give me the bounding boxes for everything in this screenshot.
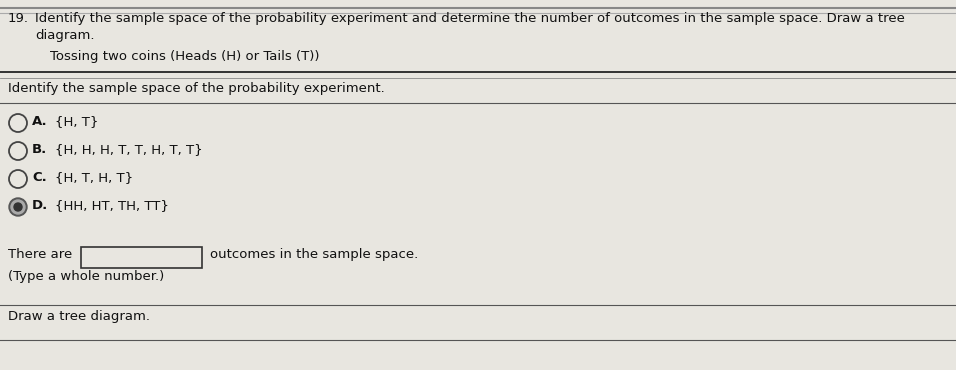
Text: {H, T}: {H, T}	[55, 115, 98, 128]
Text: outcomes in the sample space.: outcomes in the sample space.	[210, 248, 418, 261]
Text: {HH, HT, TH, TT}: {HH, HT, TH, TT}	[55, 199, 169, 212]
Text: {H, T, H, T}: {H, T, H, T}	[55, 171, 133, 184]
FancyBboxPatch shape	[81, 246, 203, 268]
Text: {H, H, H, T, T, H, T, T}: {H, H, H, T, T, H, T, T}	[55, 143, 203, 156]
Text: A.: A.	[32, 115, 48, 128]
Text: Draw a tree diagram.: Draw a tree diagram.	[8, 310, 150, 323]
Text: 19.: 19.	[8, 12, 29, 25]
Text: D.: D.	[32, 199, 48, 212]
Circle shape	[11, 200, 25, 214]
Text: Tossing two coins (Heads (H) or Tails (T)): Tossing two coins (Heads (H) or Tails (T…	[50, 50, 319, 63]
Circle shape	[14, 203, 22, 211]
Text: B.: B.	[32, 143, 47, 156]
Text: (Type a whole number.): (Type a whole number.)	[8, 270, 164, 283]
Text: Identify the sample space of the probability experiment.: Identify the sample space of the probabi…	[8, 82, 384, 95]
Text: There are: There are	[8, 248, 73, 261]
Text: Identify the sample space of the probability experiment and determine the number: Identify the sample space of the probabi…	[35, 12, 905, 42]
Text: C.: C.	[32, 171, 47, 184]
Circle shape	[9, 198, 27, 216]
